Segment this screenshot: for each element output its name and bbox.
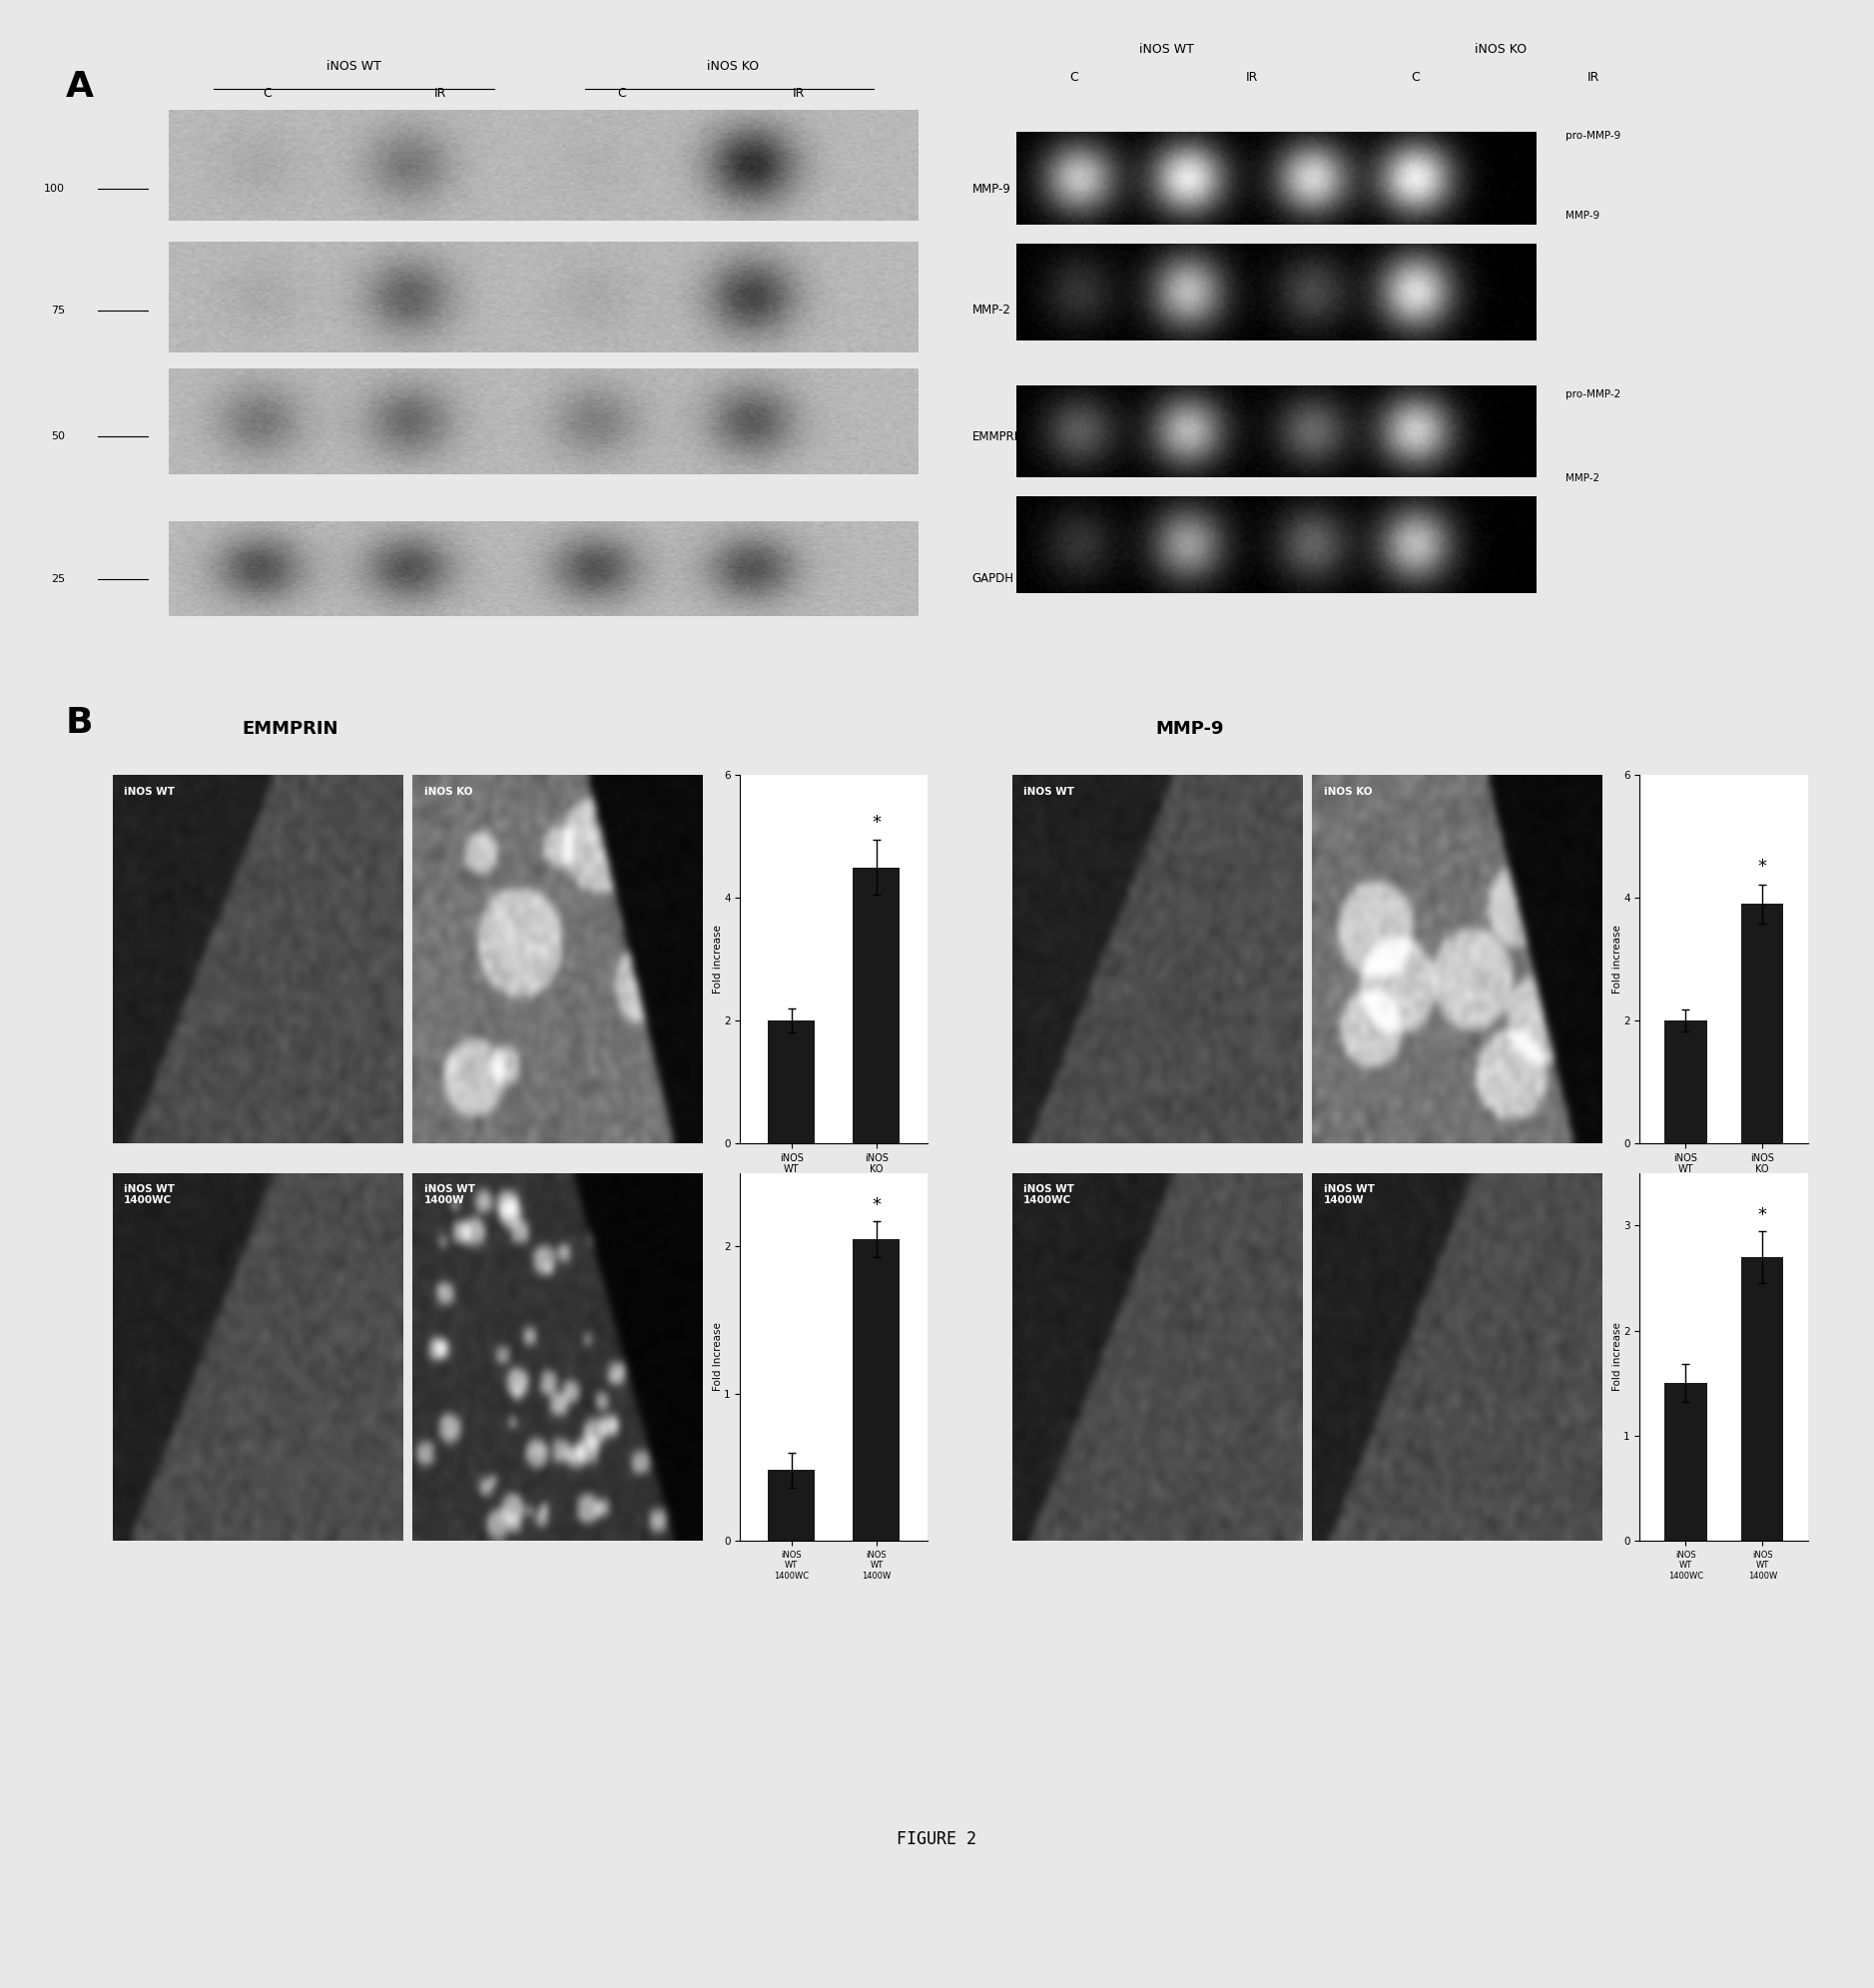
Text: *: * (871, 813, 881, 831)
Text: GAPDH: GAPDH (973, 573, 1014, 584)
Text: iNOS WT: iNOS WT (326, 60, 380, 74)
Bar (1664, 1020, 1707, 1143)
Text: MMP-2: MMP-2 (1565, 473, 1599, 483)
Text: A: A (66, 70, 94, 103)
Text: C: C (1070, 70, 1078, 83)
Text: iNOS WT: iNOS WT (1023, 787, 1074, 797)
Y-axis label: Fold increase: Fold increase (1612, 1322, 1623, 1392)
Text: MMP-2: MMP-2 (973, 304, 1012, 316)
Y-axis label: Fold increase: Fold increase (1612, 924, 1623, 994)
Text: IR: IR (1587, 70, 1600, 83)
Text: iNOS WT: iNOS WT (1139, 42, 1194, 56)
Text: C: C (262, 85, 272, 99)
Text: *: * (871, 1195, 881, 1215)
Text: IR: IR (793, 85, 806, 99)
Text: FIGURE 2: FIGURE 2 (898, 1829, 976, 1849)
Text: MMP-9: MMP-9 (1156, 720, 1224, 738)
Text: B: B (66, 706, 94, 740)
Text: iNOS WT
1400W: iNOS WT 1400W (424, 1185, 474, 1205)
Text: 100: 100 (45, 185, 66, 195)
Bar (853, 867, 900, 1143)
Bar (1741, 1256, 1784, 1541)
Text: IR: IR (1246, 70, 1257, 83)
Text: *: * (1758, 859, 1767, 877)
Text: iNOS WT
1400W: iNOS WT 1400W (1323, 1185, 1374, 1205)
Text: EMMPRIN: EMMPRIN (242, 720, 339, 738)
Text: C: C (617, 85, 626, 99)
Text: pro-MMP-2: pro-MMP-2 (1565, 390, 1621, 400)
Text: pro-MMP-9: pro-MMP-9 (1565, 131, 1621, 141)
Text: iNOS WT
1400WC: iNOS WT 1400WC (1023, 1185, 1074, 1205)
Text: IR: IR (435, 85, 446, 99)
Bar (768, 1469, 815, 1541)
Y-axis label: Fold Increase: Fold Increase (712, 1322, 723, 1392)
Bar (768, 1020, 815, 1143)
Text: C: C (1411, 70, 1420, 83)
Text: MMP-9: MMP-9 (973, 183, 1012, 195)
Text: iNOS KO: iNOS KO (424, 787, 472, 797)
Text: iNOS WT
1400WC: iNOS WT 1400WC (124, 1185, 174, 1205)
Bar (1664, 1384, 1707, 1541)
Bar (853, 1239, 900, 1541)
Bar (1741, 905, 1784, 1143)
Text: iNOS KO: iNOS KO (1475, 42, 1527, 56)
Text: iNOS KO: iNOS KO (1323, 787, 1372, 797)
Text: EMMPRIN: EMMPRIN (973, 429, 1027, 443)
Y-axis label: Fold increase: Fold increase (712, 924, 723, 994)
Text: *: * (1758, 1207, 1767, 1225)
Text: MMP-9: MMP-9 (1565, 211, 1599, 221)
Text: 50: 50 (51, 431, 66, 441)
Text: 25: 25 (51, 575, 66, 584)
Text: iNOS WT: iNOS WT (124, 787, 174, 797)
Text: 75: 75 (51, 304, 66, 316)
Text: iNOS KO: iNOS KO (706, 60, 759, 74)
